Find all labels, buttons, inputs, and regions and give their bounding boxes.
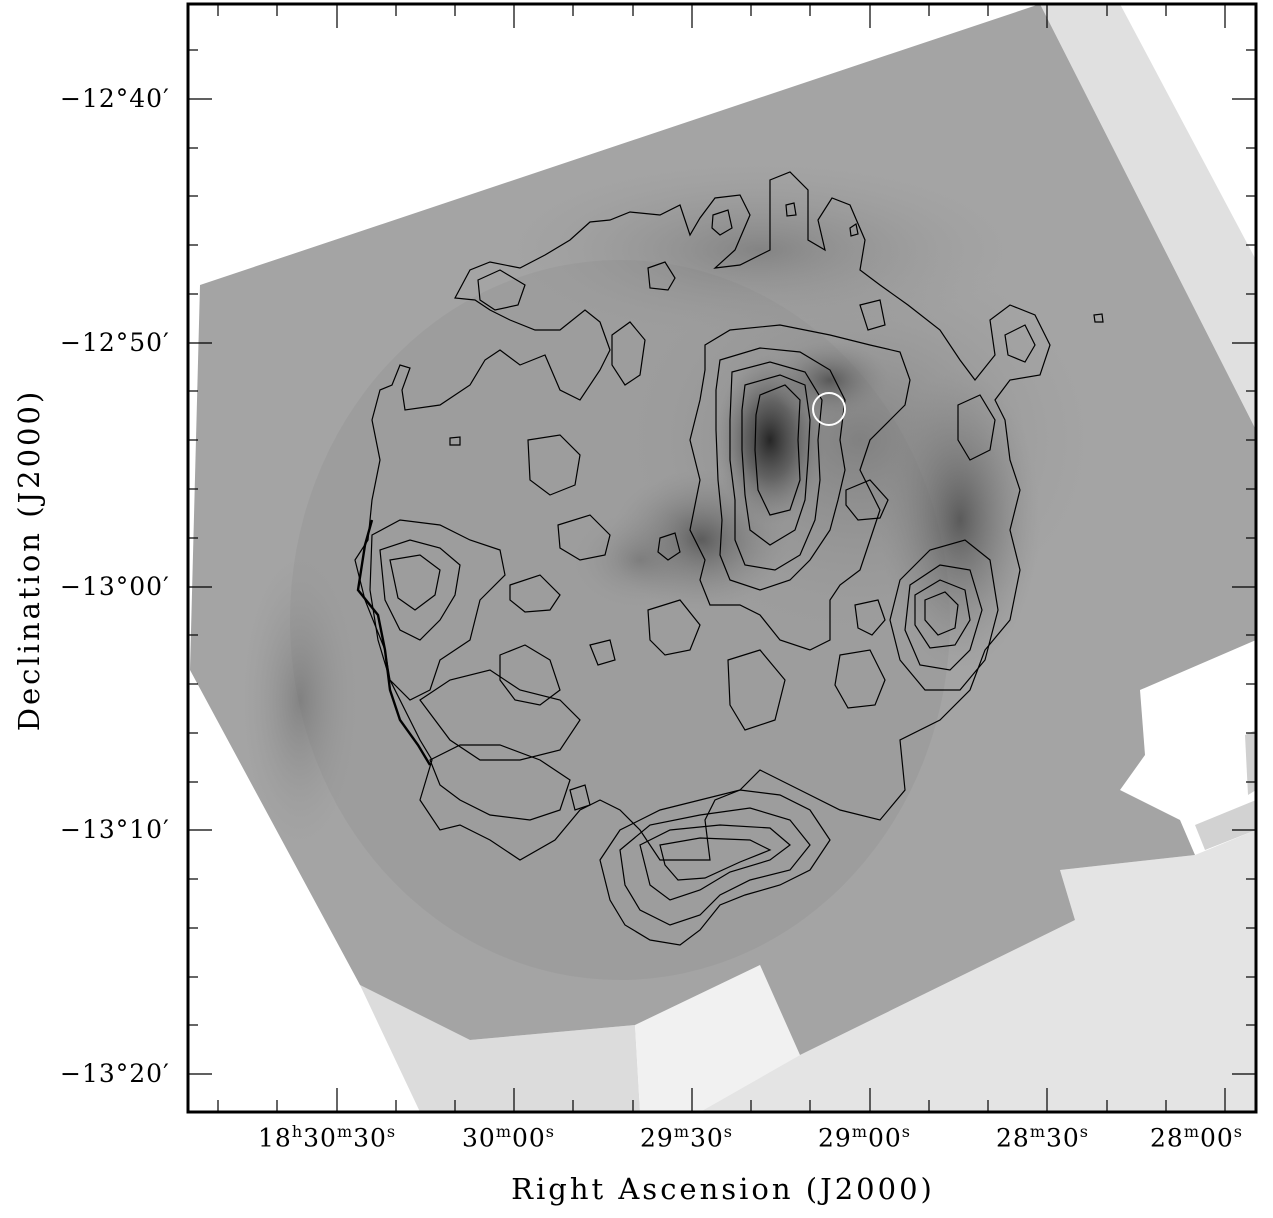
contour-blob-20 [449, 436, 461, 446]
contour-lines [354, 171, 1104, 946]
y-tick-label: −12°50′ [60, 328, 170, 357]
plot-frame [186, 2, 1258, 1114]
contour-blob-21 [785, 202, 797, 217]
y-tick-label: −12°40′ [60, 84, 170, 113]
x-tick-label: 29m30s [640, 1122, 734, 1153]
contour-east-3 [914, 579, 971, 649]
contour-sw-2 [429, 744, 571, 821]
x-axis-ticks [217, 4, 1226, 1112]
contour-east-4 [924, 591, 959, 636]
contour-west-1 [369, 519, 506, 701]
contour-edge [356, 519, 432, 766]
contour-blob-19 [1093, 313, 1104, 323]
y-tick-label: −13°20′ [60, 1059, 170, 1088]
contour-blob-3 [557, 514, 611, 561]
contour-center-3 [729, 361, 823, 571]
contour-blob-12 [727, 649, 786, 731]
contour-west-3 [389, 554, 441, 611]
source-position-marker [812, 392, 846, 426]
contour-center-4 [741, 374, 811, 546]
contour-blob-14 [589, 639, 616, 666]
contour-blob-9 [845, 479, 889, 521]
contour-blob-18 [859, 299, 886, 331]
x-axis-label: Right Ascension (J2000) [511, 1172, 935, 1206]
contour-east-1 [889, 539, 999, 691]
y-axis-ticks [188, 49, 1256, 1075]
x-tick-label: 30m00s [462, 1122, 556, 1153]
contour-west-2 [379, 539, 461, 641]
contour-center-2 [715, 347, 846, 591]
contour-blob-6 [647, 261, 676, 291]
contour-east-2 [904, 564, 983, 671]
contour-center-5 [754, 384, 801, 516]
contour-blob-2 [509, 574, 561, 613]
survey-coverage [190, 4, 1256, 1112]
contour-blob-13 [647, 599, 701, 656]
contour-center-1 [689, 324, 911, 651]
contour-blob-17 [569, 784, 591, 811]
y-tick-label: −13°10′ [60, 815, 170, 844]
contour-blob-22 [849, 223, 859, 237]
contour-blob-8 [711, 209, 733, 236]
x-tick-label: 28m00s [1150, 1122, 1244, 1153]
contour-blob-7 [477, 269, 526, 311]
contour-blob-16 [1004, 324, 1036, 363]
contour-south-1 [599, 789, 831, 946]
contour-outer [354, 171, 1051, 861]
contour-blob-4 [527, 434, 581, 496]
contour-blob-15 [957, 394, 996, 461]
contour-sw-1 [419, 669, 581, 761]
x-tick-label: 29m00s [818, 1122, 912, 1153]
contour-south-2 [619, 807, 811, 926]
y-axis-label: Declination (J2000) [12, 388, 46, 732]
contour-south-3 [639, 824, 791, 901]
contour-blob-23 [657, 532, 681, 561]
contour-south-4 [659, 837, 772, 881]
x-tick-label: 18h30m30s [258, 1122, 397, 1153]
x-tick-label: 28m30s [996, 1122, 1090, 1153]
contour-blob-10 [854, 599, 886, 636]
contour-blob-1 [499, 644, 561, 706]
contour-blob-5 [611, 321, 646, 386]
y-tick-label: −13°00′ [60, 572, 170, 601]
contour-blob-11 [834, 649, 886, 709]
